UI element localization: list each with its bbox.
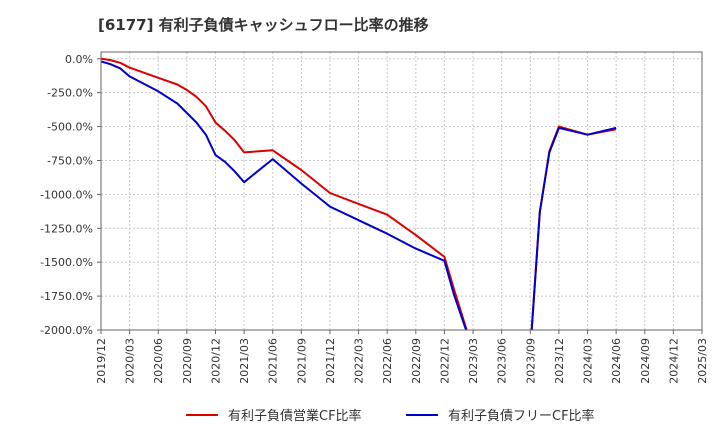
y-tick-label: -1500.0%: [40, 256, 93, 269]
x-tick-label: 2023/03: [467, 338, 480, 384]
x-tick-label: 2022/09: [410, 338, 423, 384]
axis-layer: 2019/12 2020/03 2020/06 2020/09 2020/12 2021/…: [40, 51, 709, 384]
legend-label-1: 有利子負債営業CF比率: [228, 408, 362, 424]
x-tick-label: 2021/03: [238, 338, 251, 384]
y-tick-label: -250.0%: [47, 87, 93, 100]
x-tick-label: 2020/03: [124, 338, 137, 384]
y-tick-label: -500.0%: [47, 121, 93, 134]
series-2: [101, 60, 617, 330]
x-tick-label: 2024/12: [667, 338, 680, 384]
series-2-line: [101, 60, 468, 330]
series-1: [101, 57, 617, 330]
legend: 有利子負債営業CF比率 有利子負債フリーCF比率: [186, 408, 595, 424]
series-2-line: [530, 126, 617, 330]
x-tick-label: 2021/06: [267, 338, 280, 384]
y-tick-label: -1000.0%: [40, 188, 93, 201]
y-tick-label: 0.0%: [65, 53, 93, 66]
x-tick-label: 2022/03: [353, 338, 366, 384]
x-tick-label: 2022/12: [438, 338, 451, 384]
chart-title: [6177] 有利子負債キャッシュフロー比率の推移: [98, 16, 429, 34]
x-tick-label: 2021/12: [324, 338, 337, 384]
series-1-line: [101, 57, 468, 330]
x-tick-label: 2023/12: [553, 338, 566, 384]
x-tick-label: 2024/03: [582, 338, 595, 384]
legend-label-2: 有利子負債フリーCF比率: [448, 408, 595, 424]
y-tick-label: -750.0%: [47, 154, 93, 167]
x-tick-label: 2020/06: [152, 338, 165, 384]
y-tick-label: -1250.0%: [40, 222, 93, 235]
plot-frame: [100, 51, 703, 331]
series-layer: [101, 57, 617, 330]
x-tick-label: 2024/06: [610, 338, 623, 384]
x-tick-label: 2025/03: [696, 338, 709, 384]
y-tick-label: -1750.0%: [40, 290, 93, 303]
x-tick-label: 2020/09: [181, 338, 194, 384]
x-tick-label: 2024/09: [639, 338, 652, 384]
x-tick-label: 2023/06: [496, 338, 509, 384]
x-tick-label: 2019/12: [95, 338, 108, 384]
y-tick-label: -2000.0%: [40, 324, 93, 337]
x-tick-label: 2020/12: [209, 338, 222, 384]
x-tick-label: 2022/06: [381, 338, 394, 384]
x-tick-label: 2023/09: [524, 338, 537, 384]
x-tick-label: 2021/09: [295, 338, 308, 384]
